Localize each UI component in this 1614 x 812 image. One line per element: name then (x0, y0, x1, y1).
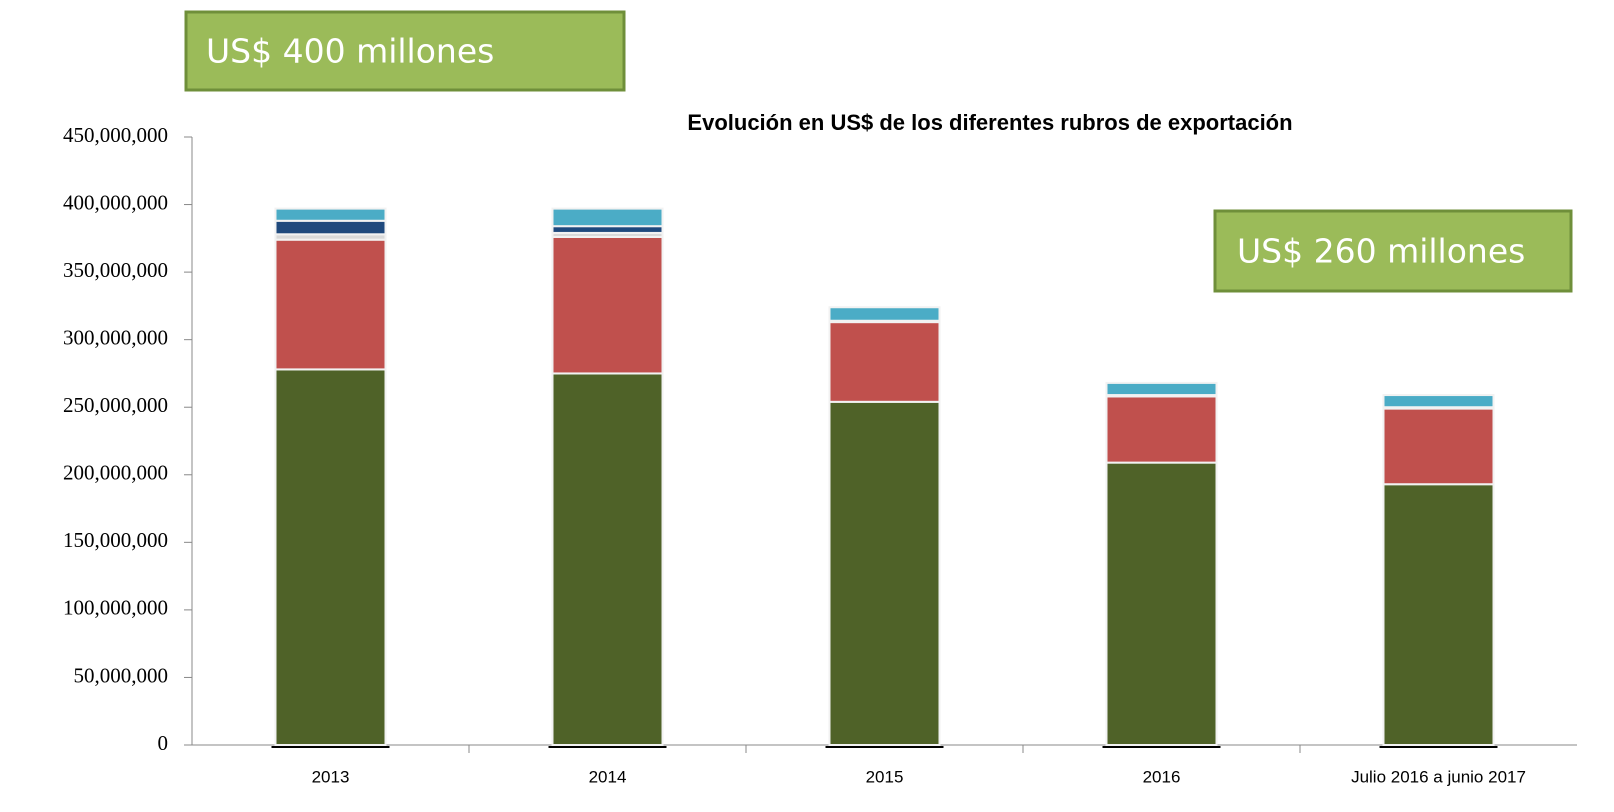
bar-segment (274, 207, 387, 222)
x-tick-label: 2015 (866, 767, 904, 786)
bar-segment (1105, 461, 1218, 746)
bar-segment (1382, 483, 1495, 746)
bar-segment (551, 372, 664, 746)
bar-segment (551, 235, 664, 375)
y-tick-label: 50,000,000 (74, 663, 169, 687)
annotation-box (184, 10, 626, 92)
bar-segment (828, 306, 941, 322)
bar-segment (1105, 381, 1218, 397)
bar-segment (828, 400, 941, 746)
x-tick-label: 2013 (312, 767, 350, 786)
y-tick-label: 300,000,000 (63, 325, 168, 349)
y-tick-label: 450,000,000 (63, 123, 168, 147)
chart-title: Evolución en US$ de los diferentes rubro… (687, 110, 1292, 135)
y-tick-label: 400,000,000 (63, 190, 168, 214)
annotation: US$ 260 millones (1237, 232, 1525, 271)
annotation-box (1213, 209, 1573, 293)
bar-segment (551, 207, 664, 228)
bar-segment (1382, 407, 1495, 486)
x-tick-label: Julio 2016 a junio 2017 (1351, 767, 1526, 786)
bar-segment (274, 238, 387, 371)
bar-segment (1105, 395, 1218, 464)
bar-segment (274, 219, 387, 236)
y-tick-label: 150,000,000 (63, 528, 168, 552)
bar-segment (551, 225, 664, 234)
y-tick-label: 250,000,000 (63, 393, 168, 417)
bar-segment (274, 368, 387, 746)
x-tick-label: 2014 (589, 767, 627, 786)
y-tick-label: 350,000,000 (63, 258, 168, 282)
y-tick-label: 200,000,000 (63, 461, 168, 485)
y-tick-label: 100,000,000 (63, 596, 168, 620)
x-tick-label: 2016 (1143, 767, 1181, 786)
annotation: US$ 400 millones (206, 32, 494, 71)
bar-segment (828, 321, 941, 403)
y-tick-label: 0 (158, 731, 169, 755)
bar-segment (1382, 394, 1495, 409)
